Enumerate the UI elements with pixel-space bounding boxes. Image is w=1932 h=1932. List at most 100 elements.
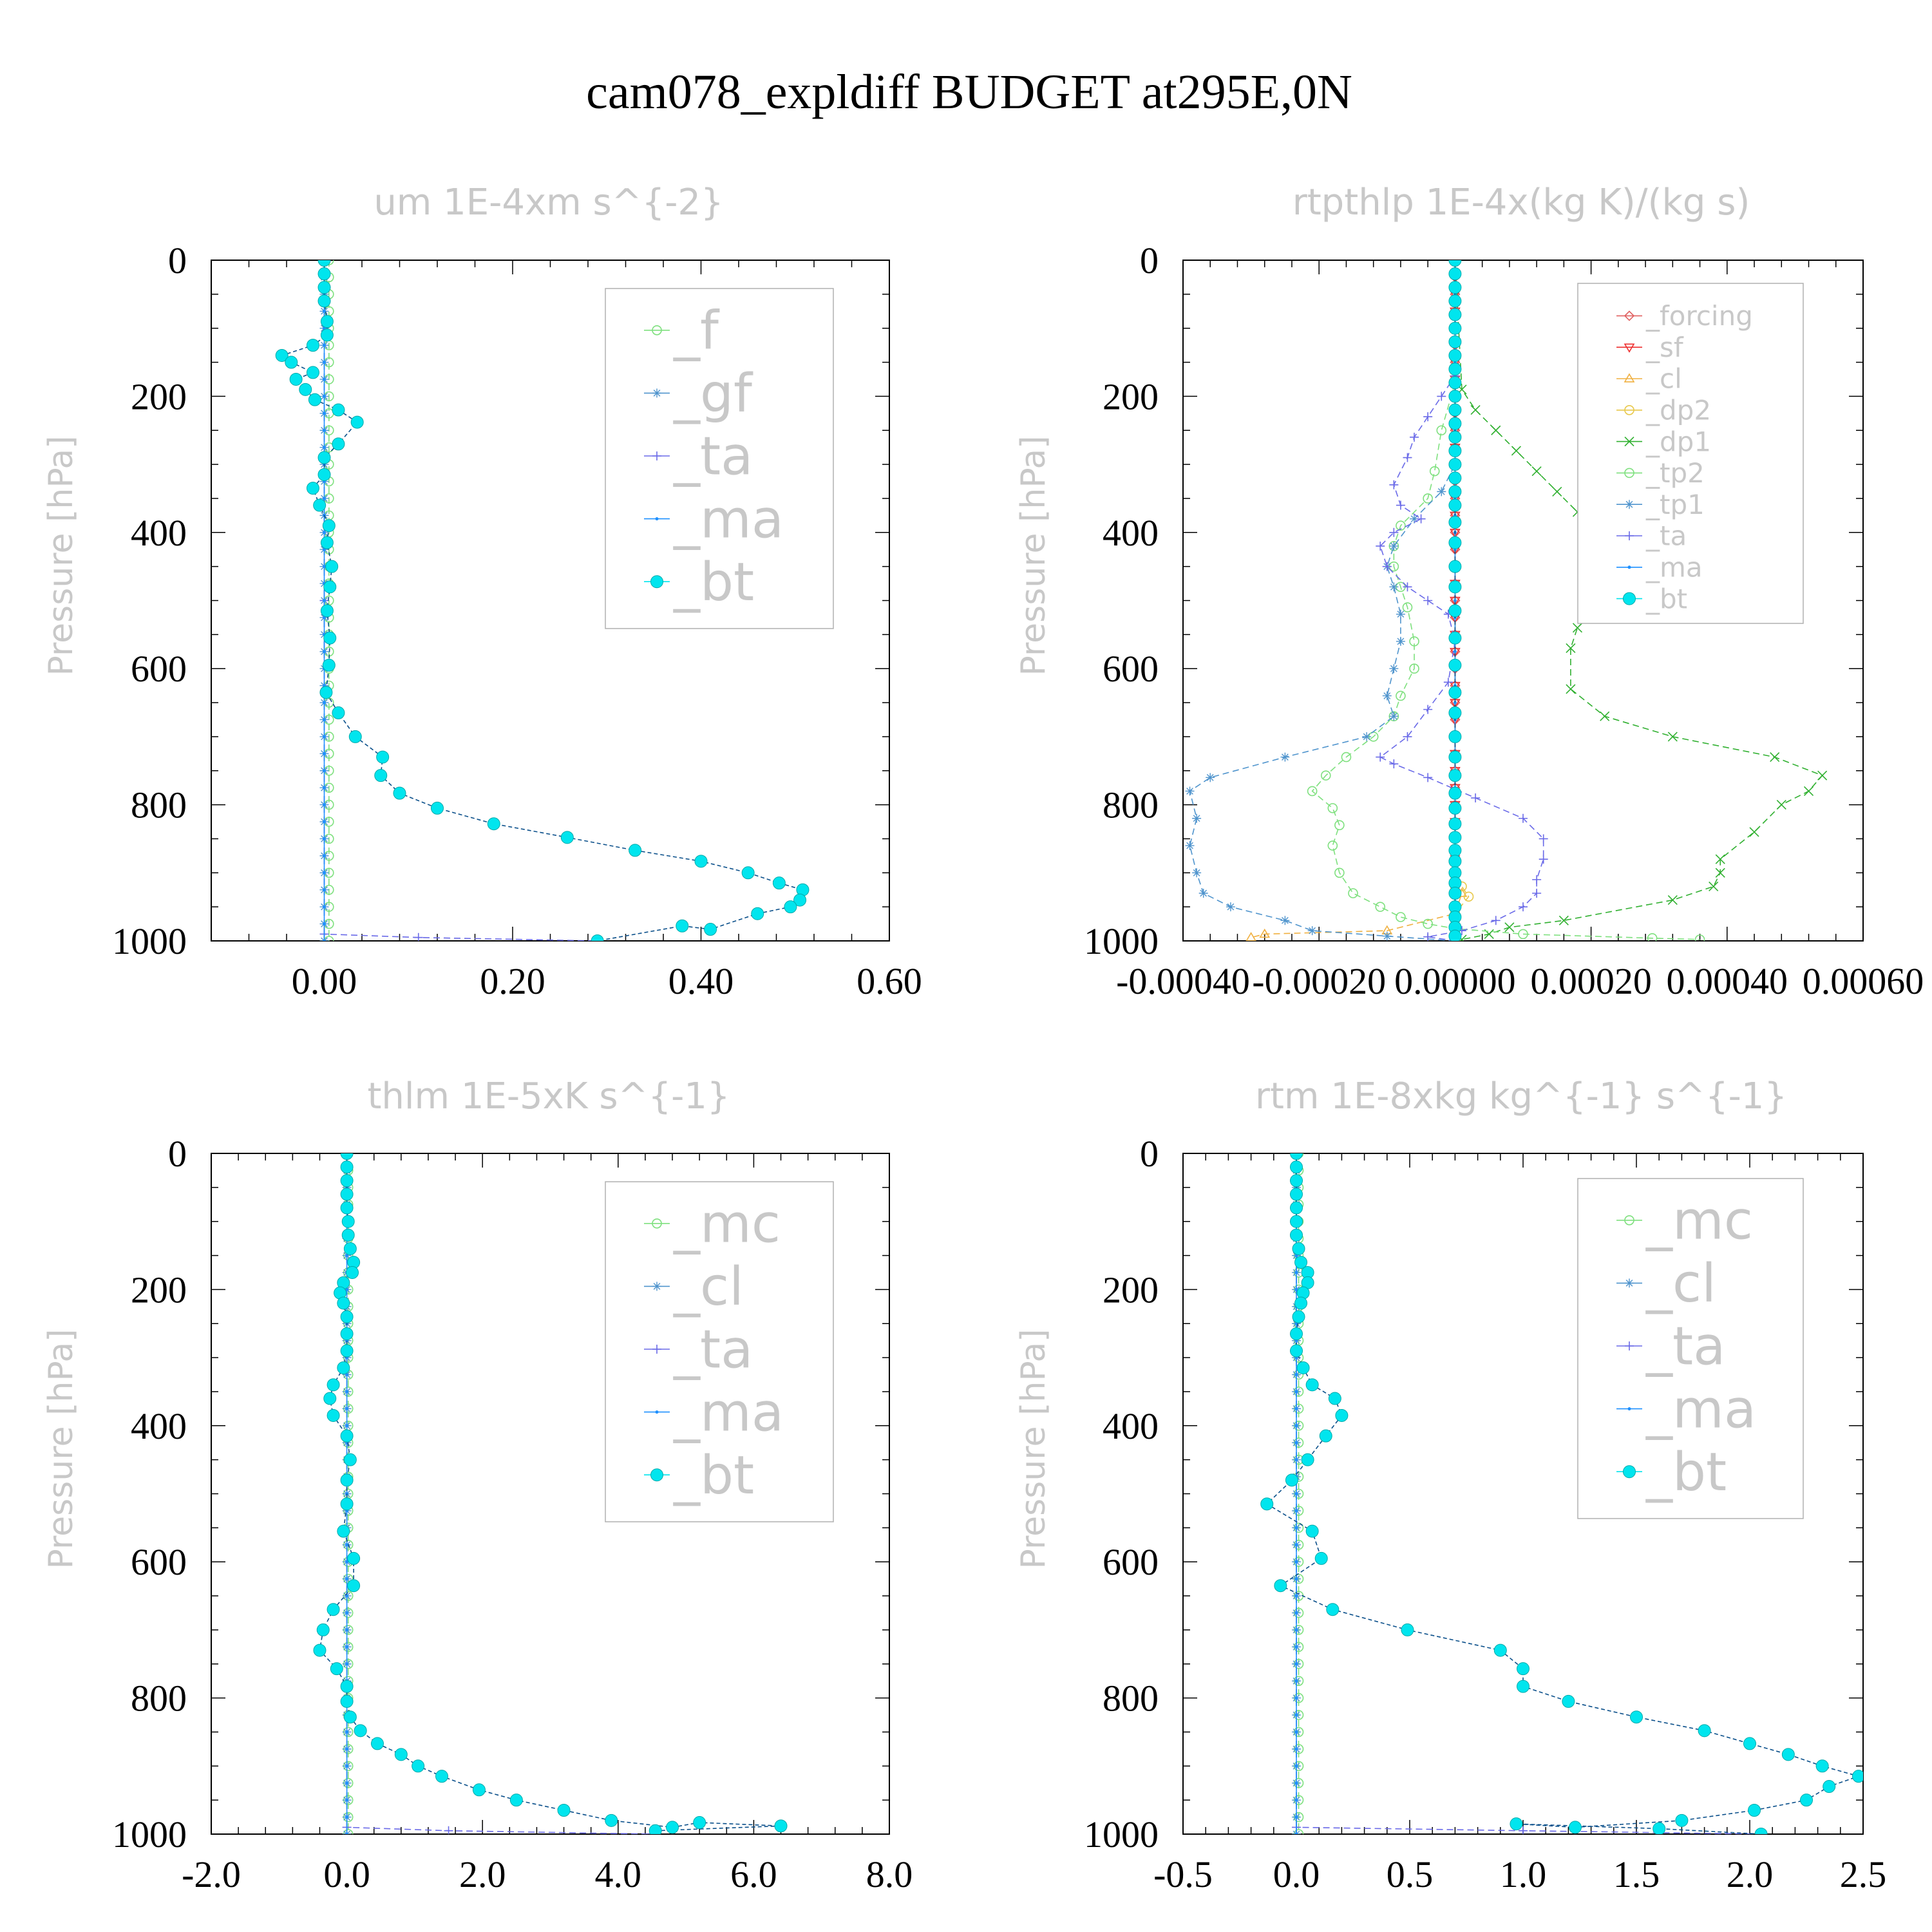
series-marker-bt <box>1448 485 1462 498</box>
x-tick-label: -2.0 <box>182 1853 241 1895</box>
legend-label: _bt <box>1645 1442 1727 1503</box>
series-marker-ta <box>444 1826 453 1834</box>
panel-thlm: thlm 1E-5xK s^{-1} Pressure [hPa] 0 200 40… <box>42 1075 913 1895</box>
series-marker-bt <box>320 536 334 549</box>
series-line-ta <box>323 260 598 941</box>
plot-area-rtpthlp: 0 200 400 600 800 1000-0.00040 -0.00020 0.00000… <box>1084 240 1924 1002</box>
series-marker-ma <box>323 922 326 926</box>
series-marker-ta <box>1532 875 1542 884</box>
y-tick-label: 1000 <box>1084 1814 1159 1855</box>
legend-box <box>605 288 834 629</box>
series-marker-bt <box>629 844 642 857</box>
series-marker-ma <box>1294 1287 1298 1291</box>
series-marker-bt <box>1448 686 1462 699</box>
series-marker-ma <box>323 599 326 602</box>
series-marker-tp1 <box>1389 582 1399 592</box>
x-tick-label: 2.0 <box>1727 1853 1774 1895</box>
series-marker-bt <box>1562 1694 1575 1708</box>
y-tick-label: 800 <box>131 784 187 826</box>
series-marker-tp2 <box>1396 690 1406 701</box>
legend: _forcing_sf_cl_dp2_dp1_tp2_tp1_ta_ma_bt <box>1577 283 1804 624</box>
series-marker-bt <box>1815 1759 1829 1773</box>
series-marker-tp1 <box>1396 636 1405 646</box>
legend-box <box>1577 283 1804 624</box>
series-marker-ta <box>1423 773 1433 782</box>
series-marker-dp1 <box>1770 752 1780 762</box>
series-marker-tp1 <box>1362 732 1372 741</box>
series-marker-bt <box>340 1473 354 1487</box>
series-marker-ta <box>1539 855 1548 864</box>
legend-swatch-marker <box>652 388 661 398</box>
y-tick-label: 0 <box>168 1133 187 1175</box>
series-marker-bt <box>306 482 319 495</box>
series-marker-bt <box>374 769 388 782</box>
series-marker-tp1 <box>1389 664 1399 674</box>
series-marker-bt <box>323 631 337 645</box>
series-marker-ma <box>345 1543 349 1547</box>
legend: _mc_cl_ta_ma_bt <box>605 1181 834 1522</box>
series-marker-ma <box>1294 1764 1298 1768</box>
series-marker-tp2 <box>1327 840 1338 851</box>
series-marker-bt <box>1290 1344 1303 1358</box>
series-marker-tp2 <box>1429 466 1440 477</box>
series-group <box>275 260 810 941</box>
series-marker-bt <box>322 658 336 672</box>
series-marker-ma <box>1294 1424 1298 1428</box>
series-marker-bt <box>1675 1814 1689 1827</box>
series-marker-ma <box>1294 1441 1298 1444</box>
series-marker-tp2 <box>1647 933 1658 941</box>
series-marker-bt <box>285 355 298 369</box>
series-marker-ma <box>323 717 326 721</box>
series-marker-bt <box>557 1804 571 1817</box>
legend-swatch-marker <box>1624 468 1634 478</box>
series-marker-bt <box>1448 887 1462 900</box>
series-marker-bt <box>340 1160 354 1174</box>
legend-label: _dp2 <box>1645 395 1711 426</box>
series-marker-bt <box>394 1748 408 1761</box>
series-marker-bt <box>1290 1160 1303 1174</box>
series-marker-bt <box>1290 1174 1303 1188</box>
series-marker-bt <box>343 1453 357 1466</box>
series-marker-bt <box>346 1265 359 1279</box>
legend-swatch-marker <box>655 1410 659 1414</box>
series-marker-bt <box>317 294 331 308</box>
series-group <box>313 1153 788 1834</box>
series-marker-bt <box>1448 308 1462 321</box>
series-marker-bt <box>316 1623 330 1636</box>
series-marker-bt <box>1448 631 1462 645</box>
series-marker-mc <box>1293 1829 1304 1834</box>
series-marker-bt <box>1305 1524 1319 1538</box>
series-marker-bt <box>330 1662 343 1676</box>
series-marker-ta <box>1396 500 1405 510</box>
y-tick-label: 800 <box>131 1678 187 1719</box>
series-marker-dp1 <box>1491 425 1501 435</box>
series-marker-bt <box>1319 1429 1332 1443</box>
series-marker-dp1 <box>1552 486 1562 497</box>
series-line-tp1 <box>1189 260 1456 941</box>
series-marker-ta <box>1376 541 1385 551</box>
legend-label: _cl <box>673 1256 744 1318</box>
y-tick-label: 200 <box>131 375 187 417</box>
series-marker-bt <box>340 1174 354 1188</box>
series-marker-bt <box>340 1327 354 1341</box>
x-tick-label: 6.0 <box>730 1853 777 1895</box>
series-marker-bt <box>1448 536 1462 549</box>
series-marker-bt <box>347 1551 361 1565</box>
series-marker-bt <box>591 934 604 941</box>
series-marker-ma <box>1294 1373 1298 1377</box>
series-marker-ma <box>1294 1390 1298 1394</box>
y-axis-label: Pressure [hPa] <box>42 1329 80 1569</box>
series-marker-ma <box>345 1645 349 1649</box>
series-marker-bt <box>1290 1228 1303 1242</box>
series-marker-ma <box>345 1287 349 1291</box>
series-marker-bt <box>1754 1828 1768 1834</box>
series-marker-bt <box>340 1429 354 1443</box>
y-tick-label: 400 <box>1103 1405 1159 1447</box>
y-tick-label: 800 <box>1103 784 1159 826</box>
series-marker-ma <box>323 837 326 840</box>
series-marker-ta <box>1519 813 1528 823</box>
series-marker-dp1 <box>1531 466 1542 477</box>
x-tick-label: 0.0 <box>323 1853 370 1895</box>
legend-swatch-marker <box>1624 310 1635 321</box>
